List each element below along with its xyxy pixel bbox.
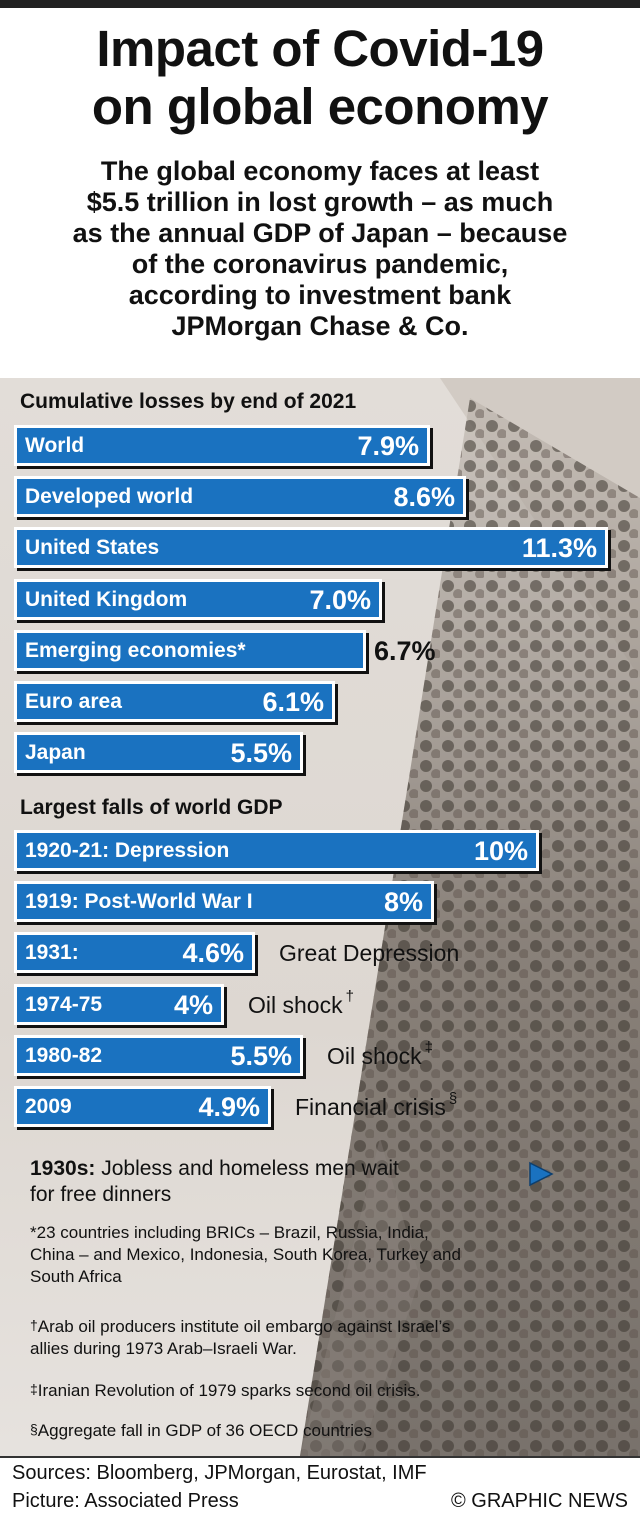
bar-label: United Kingdom (25, 588, 188, 611)
bar-label: Euro area (25, 690, 122, 713)
bar-1974-75: 1974-75 4% (14, 984, 224, 1025)
footnote-mark: § (448, 1090, 458, 1107)
bar-label: United States (25, 536, 160, 559)
picture-credit: Picture: Associated Press (12, 1490, 239, 1512)
footnote-star: *23 countries including BRICs – Brazil, … (30, 1222, 610, 1288)
footnote-line: allies during 1973 Arab–Israeli War. (30, 1339, 297, 1358)
bar-value-label: 4.6% (182, 938, 244, 968)
footer-rule (0, 1456, 640, 1458)
bar-value-label: 8% (383, 887, 423, 917)
caption-bold: 1930s: (30, 1157, 96, 1180)
event-text: Oil shock (248, 992, 343, 1018)
bar-value-label: 6.7% (374, 636, 436, 666)
bar-1919-post-world-war-i: 1919: Post-World War I 8% (14, 881, 434, 922)
bar-label: 1980-82 (25, 1044, 103, 1067)
footnote-line: Iranian Revolution of 1979 sparks second… (37, 1381, 421, 1400)
footnote-mark: † (345, 988, 354, 1005)
bar-1931: 1931: 4.6% (14, 932, 255, 973)
double-dagger-mark: ‡ (30, 1381, 38, 1397)
event-label: Financial crisis § (295, 1090, 457, 1121)
sources-text: Sources: Bloomberg, JPMorgan, Eurostat, … (12, 1462, 427, 1484)
bar-label: Japan (25, 741, 86, 764)
footnote-dagger: †Arab oil producers institute oil embarg… (30, 1316, 610, 1360)
footnote-section: §Aggregate fall in GDP of 36 OECD countr… (30, 1420, 610, 1442)
bar-japan: Japan 5.5% (14, 732, 303, 773)
bar-value-label: 8.6% (393, 482, 455, 512)
bar-1980-82: 1980-82 5.5% (14, 1035, 303, 1076)
bar-developed-world: Developed world 8.6% (14, 476, 466, 517)
play-arrow-icon (529, 1161, 554, 1187)
caption-line-2: for free dinners (30, 1183, 172, 1206)
chart1-title: Cumulative losses by end of 2021 (20, 390, 357, 413)
chart2-title: Largest falls of world GDP (20, 796, 283, 819)
subtitle-line: JPMorgan Chase & Co. (171, 311, 469, 341)
subtitle: The global economy faces at least $5.5 t… (20, 156, 620, 342)
bar-label: Developed world (25, 485, 194, 508)
footnote-mark: ‡ (424, 1039, 433, 1056)
footnote-double-dagger: ‡Iranian Revolution of 1979 sparks secon… (30, 1380, 610, 1402)
bar-value-label: 5.5% (230, 738, 292, 768)
bar-label: 1931: (25, 941, 79, 964)
event-label: Oil shock † (248, 988, 354, 1019)
footnote-line: *23 countries including BRICs – Brazil, … (30, 1223, 429, 1242)
photo-caption: 1930s: Jobless and homeless men wait for… (30, 1156, 550, 1208)
page-title: Impact of Covid-19 on global economy (0, 20, 640, 136)
bar-value-label: 7.0% (309, 585, 371, 615)
section-mark: § (30, 1421, 38, 1437)
bar-euro-area: Euro area 6.1% (14, 681, 335, 722)
top-rule (0, 0, 640, 8)
bar-value-label: 10% (473, 836, 528, 866)
bar-label: 2009 (25, 1095, 72, 1118)
bar-label: 1920-21: Depression (25, 839, 230, 862)
subtitle-line: The global economy faces at least (100, 156, 540, 186)
bar-2009: 2009 4.9% (14, 1086, 271, 1127)
bar-value-label: 6.1% (262, 687, 324, 717)
subtitle-line: as the annual GDP of Japan – because (72, 218, 568, 248)
bar-united-kingdom: United Kingdom 7.0% (14, 579, 382, 620)
event-label: Great Depression (279, 940, 459, 967)
subtitle-line: according to investment bank (128, 280, 512, 310)
event-text: Oil shock (327, 1043, 422, 1069)
event-text: Financial crisis (295, 1094, 446, 1120)
bar-1920-21-depression: 1920-21: Depression 10% (14, 830, 539, 871)
bar-label: 1919: Post-World War I (25, 890, 253, 913)
bar-label: World (25, 434, 85, 457)
event-text: Great Depression (279, 940, 460, 966)
bar-world: World 7.9% (14, 425, 430, 466)
bar-emerging-economies: Emerging economies* (14, 630, 366, 671)
bar-label: Emerging economies* (25, 639, 246, 662)
event-label: Oil shock ‡ (327, 1039, 433, 1070)
bar-value-label: 4% (173, 990, 213, 1020)
footnote-line: Aggregate fall in GDP of 36 OECD countri… (37, 1421, 372, 1440)
footnote-line: China – and Mexico, Indonesia, South Kor… (30, 1245, 461, 1264)
bar-value-label: 7.9% (357, 431, 419, 461)
bar-label: 1974-75 (25, 993, 103, 1016)
title-line-1: Impact of Covid-19 (96, 20, 544, 77)
bar-united-states: United States 11.3% (14, 527, 608, 568)
bar-value-label: 11.3% (521, 533, 597, 563)
graphic-news-credit: © GRAPHIC NEWS (451, 1490, 628, 1512)
bar-value-label: 4.9% (198, 1092, 260, 1122)
footnote-line: South Africa (30, 1267, 122, 1286)
subtitle-line: $5.5 trillion in lost growth – as much (86, 187, 554, 217)
subtitle-line: of the coronavirus pandemic, (131, 249, 509, 279)
title-line-2: on global economy (91, 78, 549, 135)
footnote-line: Arab oil producers institute oil embargo… (37, 1317, 451, 1336)
bar-value-label: 5.5% (230, 1041, 292, 1071)
dagger-mark: † (30, 1317, 38, 1333)
caption-line-1: Jobless and homeless men wait (95, 1157, 399, 1180)
